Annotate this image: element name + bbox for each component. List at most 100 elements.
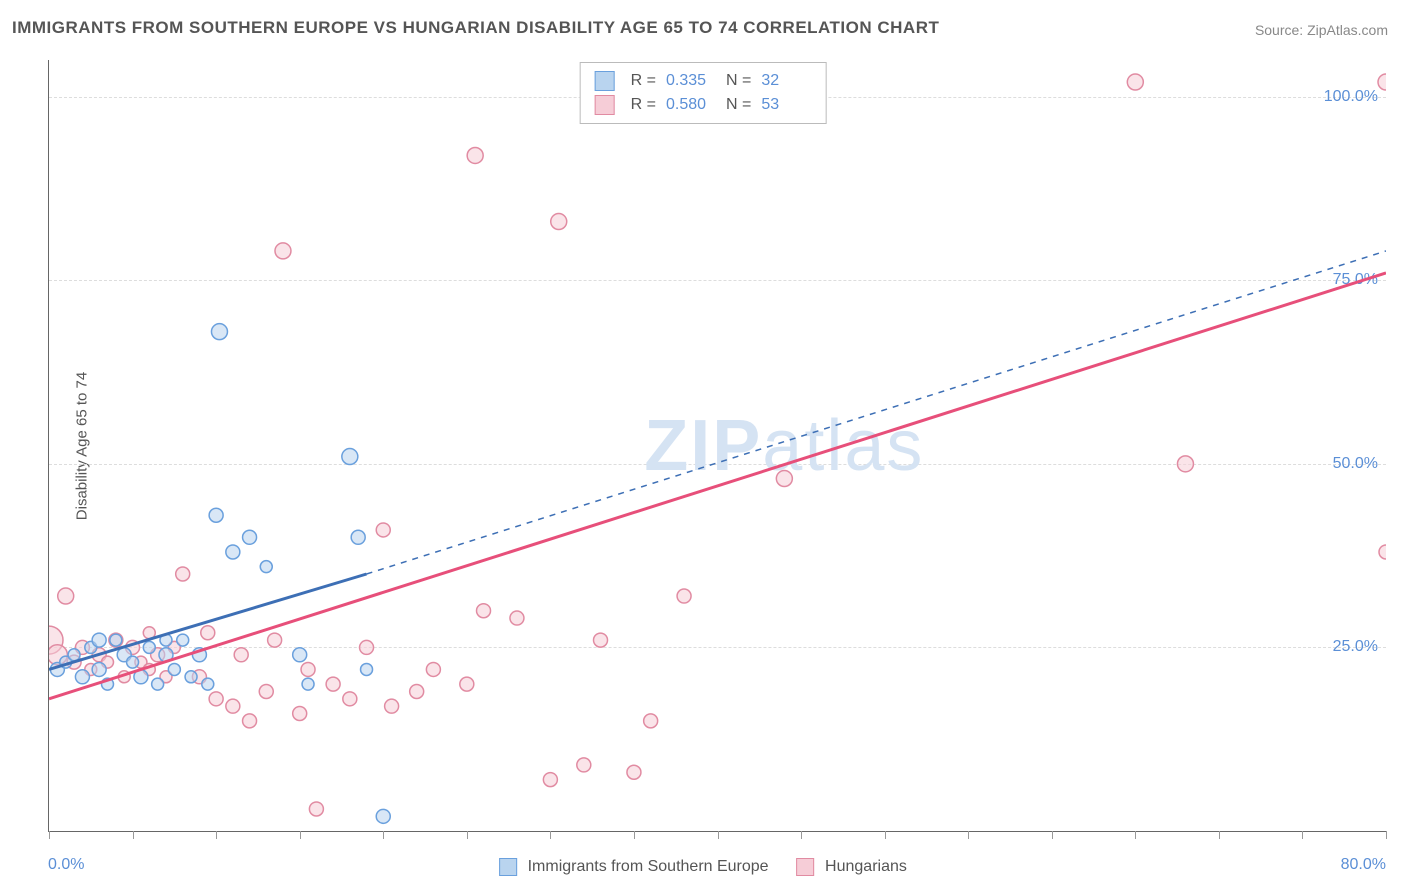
data-point xyxy=(326,677,340,691)
series2-swatch-icon xyxy=(595,95,615,115)
data-point xyxy=(577,758,591,772)
x-tick xyxy=(133,831,134,839)
x-tick xyxy=(1219,831,1220,839)
source-attribution: Source: ZipAtlas.com xyxy=(1255,22,1388,38)
data-point xyxy=(75,670,89,684)
n-label: N = xyxy=(726,72,751,90)
series1-swatch-icon xyxy=(595,71,615,91)
x-tick xyxy=(383,831,384,839)
data-point xyxy=(551,214,567,230)
trend-line xyxy=(49,574,367,669)
chart-title: IMMIGRANTS FROM SOUTHERN EUROPE VS HUNGA… xyxy=(12,18,939,38)
data-point xyxy=(68,649,80,661)
data-point xyxy=(644,714,658,728)
data-point xyxy=(275,243,291,259)
data-point xyxy=(58,588,74,604)
data-point xyxy=(268,633,282,647)
data-point xyxy=(1378,74,1386,90)
data-point xyxy=(176,567,190,581)
data-point xyxy=(301,662,315,676)
data-point xyxy=(226,699,240,713)
x-tick xyxy=(300,831,301,839)
data-point xyxy=(260,561,272,573)
legend-item-series2: Hungarians xyxy=(797,858,907,876)
x-tick xyxy=(467,831,468,839)
x-tick xyxy=(216,831,217,839)
data-point xyxy=(410,684,424,698)
data-point xyxy=(467,147,483,163)
data-point xyxy=(110,634,122,646)
trend-line xyxy=(49,273,1386,699)
bottom-legend: Immigrants from Southern Europe Hungaria… xyxy=(499,858,907,876)
data-point xyxy=(209,692,223,706)
data-point xyxy=(211,324,227,340)
stats-row-series1: R = 0.335 N = 32 xyxy=(595,69,812,93)
series2-n-value: 53 xyxy=(761,96,811,114)
data-point xyxy=(1177,456,1193,472)
data-point xyxy=(243,714,257,728)
series1-r-value: 0.335 xyxy=(666,72,716,90)
data-point xyxy=(185,671,197,683)
series2-r-value: 0.580 xyxy=(666,96,716,114)
x-tick xyxy=(550,831,551,839)
x-tick xyxy=(801,831,802,839)
x-tick xyxy=(968,831,969,839)
x-axis-min-label: 0.0% xyxy=(48,856,84,874)
data-point xyxy=(302,678,314,690)
data-point xyxy=(343,692,357,706)
data-point xyxy=(152,678,164,690)
data-point xyxy=(226,545,240,559)
data-point xyxy=(201,626,215,640)
data-point xyxy=(361,663,373,675)
series1-legend-swatch-icon xyxy=(499,858,517,876)
x-tick xyxy=(49,831,50,839)
data-point xyxy=(309,802,323,816)
data-point xyxy=(594,633,608,647)
series1-legend-label: Immigrants from Southern Europe xyxy=(528,858,769,875)
data-point xyxy=(293,648,307,662)
data-point xyxy=(143,641,155,653)
data-point xyxy=(360,640,374,654)
x-tick xyxy=(1302,831,1303,839)
data-point xyxy=(1379,545,1386,559)
data-point xyxy=(259,684,273,698)
n-label-2: N = xyxy=(726,96,751,114)
x-tick xyxy=(1386,831,1387,839)
data-point xyxy=(351,530,365,544)
series1-n-value: 32 xyxy=(761,72,811,90)
data-point xyxy=(543,773,557,787)
r-label-2: R = xyxy=(631,96,656,114)
x-tick xyxy=(1135,831,1136,839)
data-point xyxy=(92,633,106,647)
data-point xyxy=(92,662,106,676)
data-point xyxy=(1127,74,1143,90)
data-point xyxy=(460,677,474,691)
series2-legend-label: Hungarians xyxy=(825,858,907,875)
data-point xyxy=(243,530,257,544)
data-point xyxy=(209,508,223,522)
source-name: ZipAtlas.com xyxy=(1307,22,1388,38)
stats-legend-box: R = 0.335 N = 32 R = 0.580 N = 53 xyxy=(580,62,827,124)
plot-area: ZIPatlas 25.0%50.0%75.0%100.0% xyxy=(48,60,1386,832)
legend-item-series1: Immigrants from Southern Europe xyxy=(499,858,768,876)
data-point xyxy=(168,663,180,675)
data-point xyxy=(127,656,139,668)
x-tick xyxy=(1052,831,1053,839)
x-tick xyxy=(885,831,886,839)
series2-legend-swatch-icon xyxy=(797,858,815,876)
trend-line xyxy=(367,251,1386,574)
data-point xyxy=(202,678,214,690)
data-point xyxy=(293,707,307,721)
data-point xyxy=(510,611,524,625)
source-label: Source: xyxy=(1255,22,1303,38)
data-point xyxy=(477,604,491,618)
data-point xyxy=(426,662,440,676)
stats-row-series2: R = 0.580 N = 53 xyxy=(595,93,812,117)
data-point xyxy=(677,589,691,603)
x-tick xyxy=(634,831,635,839)
data-point xyxy=(177,634,189,646)
x-axis-max-label: 80.0% xyxy=(1341,856,1386,874)
data-point xyxy=(385,699,399,713)
data-point xyxy=(627,765,641,779)
x-tick xyxy=(718,831,719,839)
